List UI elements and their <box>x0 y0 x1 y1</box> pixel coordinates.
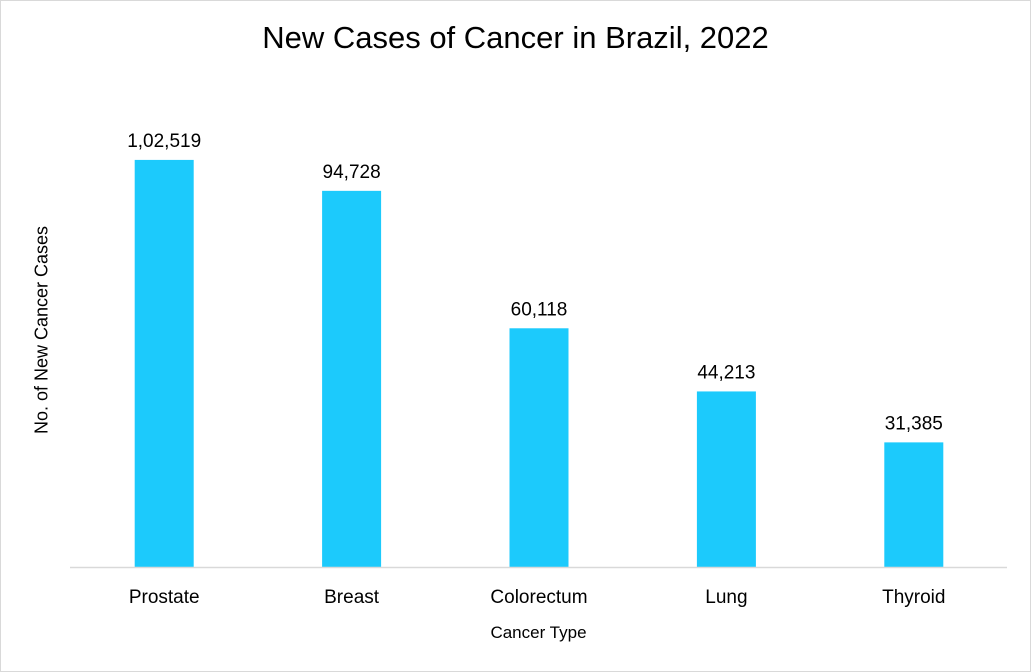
data-label: 44,213 <box>697 362 755 383</box>
x-tick-label: Prostate <box>129 587 200 608</box>
bar-colorectum <box>509 328 569 567</box>
bar-thyroid <box>884 442 944 567</box>
x-tick-label: Thyroid <box>882 587 945 608</box>
data-label: 31,385 <box>885 413 943 434</box>
x-tick-label: Lung <box>705 587 747 608</box>
bar-breast <box>322 190 382 568</box>
chart-title: New Cases of Cancer in Brazil, 2022 <box>262 20 769 55</box>
data-label: 94,728 <box>323 162 381 183</box>
x-axis-label: Cancer Type <box>490 623 587 642</box>
bar-lung <box>696 391 756 567</box>
data-label: 1,02,519 <box>127 131 201 152</box>
bar-prostate <box>134 159 194 568</box>
x-tick-label: Colorectum <box>490 587 587 608</box>
x-tick-label: Breast <box>324 587 380 608</box>
data-label: 60,118 <box>511 299 568 320</box>
